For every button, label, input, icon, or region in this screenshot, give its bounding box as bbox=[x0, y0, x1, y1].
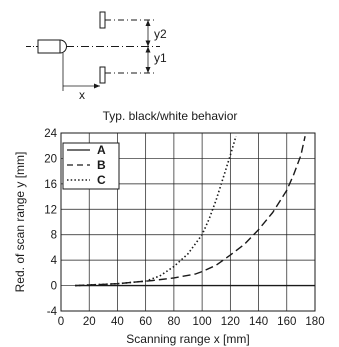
legend: A B C bbox=[62, 142, 120, 190]
x-tick-label: 80 bbox=[167, 316, 180, 328]
legend-label-b: B bbox=[97, 158, 106, 172]
y-axis-label: Red. of scan range y [mm] bbox=[13, 152, 27, 293]
x-tick-label: 120 bbox=[221, 316, 240, 328]
legend-label-a: A bbox=[97, 143, 106, 157]
x-tick-label: 20 bbox=[83, 316, 96, 328]
lower-target-icon bbox=[99, 66, 106, 84]
y-tick-label: -4 bbox=[47, 306, 58, 318]
x-tick-label: 180 bbox=[305, 316, 324, 328]
label-y2: y2 bbox=[154, 27, 167, 41]
x-tick-label: 140 bbox=[249, 316, 268, 328]
y1-arrow-icon bbox=[145, 67, 151, 73]
series-line-b bbox=[75, 136, 306, 287]
series-line-c bbox=[75, 135, 237, 287]
x-tick-labels: 0 20 40 60 80 100 120 140 160 180 bbox=[58, 316, 325, 328]
label-y1: y1 bbox=[154, 51, 167, 65]
y-tick-label: 8 bbox=[51, 230, 57, 242]
series-layer bbox=[75, 135, 315, 287]
x-axis-label: Scanning range x [mm] bbox=[126, 332, 249, 346]
x-tick-label: 0 bbox=[58, 316, 64, 328]
label-x: x bbox=[79, 88, 85, 102]
y-tick-label: 24 bbox=[44, 128, 57, 140]
y-tick-label: 4 bbox=[51, 255, 58, 267]
y-tick-labels: -4 0 4 8 12 16 20 24 bbox=[44, 128, 57, 318]
x-tick-label: 160 bbox=[277, 316, 296, 328]
x-tick-label: 60 bbox=[139, 316, 152, 328]
y-tick-label: 12 bbox=[44, 204, 57, 216]
y-tick-label: 0 bbox=[51, 281, 57, 293]
x-tick-label: 100 bbox=[193, 316, 212, 328]
legend-label-c: C bbox=[97, 173, 106, 187]
sensor-body-icon bbox=[37, 39, 61, 54]
plot-frame bbox=[60, 132, 316, 312]
x-tick-label: 40 bbox=[111, 316, 124, 328]
legend-box bbox=[62, 142, 120, 190]
y2-arrow-icon bbox=[145, 20, 151, 26]
y-tick-label: 20 bbox=[44, 153, 57, 165]
sensor-lens-icon bbox=[59, 39, 67, 54]
upper-target-icon bbox=[99, 11, 106, 29]
x-arrow-icon bbox=[94, 83, 100, 89]
y-tick-label: 16 bbox=[44, 179, 57, 191]
diagram-caption: Typ. black/white behavior bbox=[103, 109, 238, 123]
sensor-schematic bbox=[26, 11, 160, 91]
